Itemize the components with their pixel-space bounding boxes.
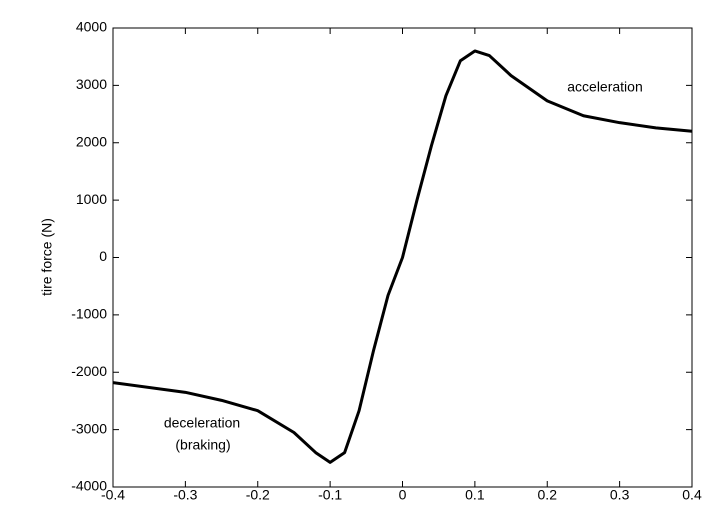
y-tick-label: 1000 xyxy=(76,191,107,207)
y-tick-label: -1000 xyxy=(71,306,107,322)
curve xyxy=(112,49,693,464)
x-tick-label: 0.3 xyxy=(610,487,630,503)
annotation: deceleration xyxy=(164,415,240,431)
annotation: acceleration xyxy=(567,79,643,95)
x-tick-label: 0.4 xyxy=(682,487,702,503)
y-tick-label: -2000 xyxy=(71,363,107,379)
y-tick-label: 2000 xyxy=(76,133,107,149)
x-tick-label: -0.2 xyxy=(246,487,270,503)
y-tick-label: -4000 xyxy=(71,478,107,494)
x-tick-label: 0.1 xyxy=(465,487,485,503)
y-axis-label: tire force (N) xyxy=(39,218,55,296)
y-tick-label: 0 xyxy=(99,248,107,264)
x-tick-label: 0.2 xyxy=(538,487,558,503)
x-tick-label: -0.4 xyxy=(101,487,125,503)
x-tick-label: -0.1 xyxy=(318,487,342,503)
y-tick-label: 3000 xyxy=(76,76,107,92)
y-tick-label: -3000 xyxy=(71,420,107,436)
y-tick-label: 4000 xyxy=(76,19,107,35)
x-tick-label: -0.3 xyxy=(173,487,197,503)
x-tick-label: 0 xyxy=(399,487,407,503)
annotation: (braking) xyxy=(175,437,230,453)
